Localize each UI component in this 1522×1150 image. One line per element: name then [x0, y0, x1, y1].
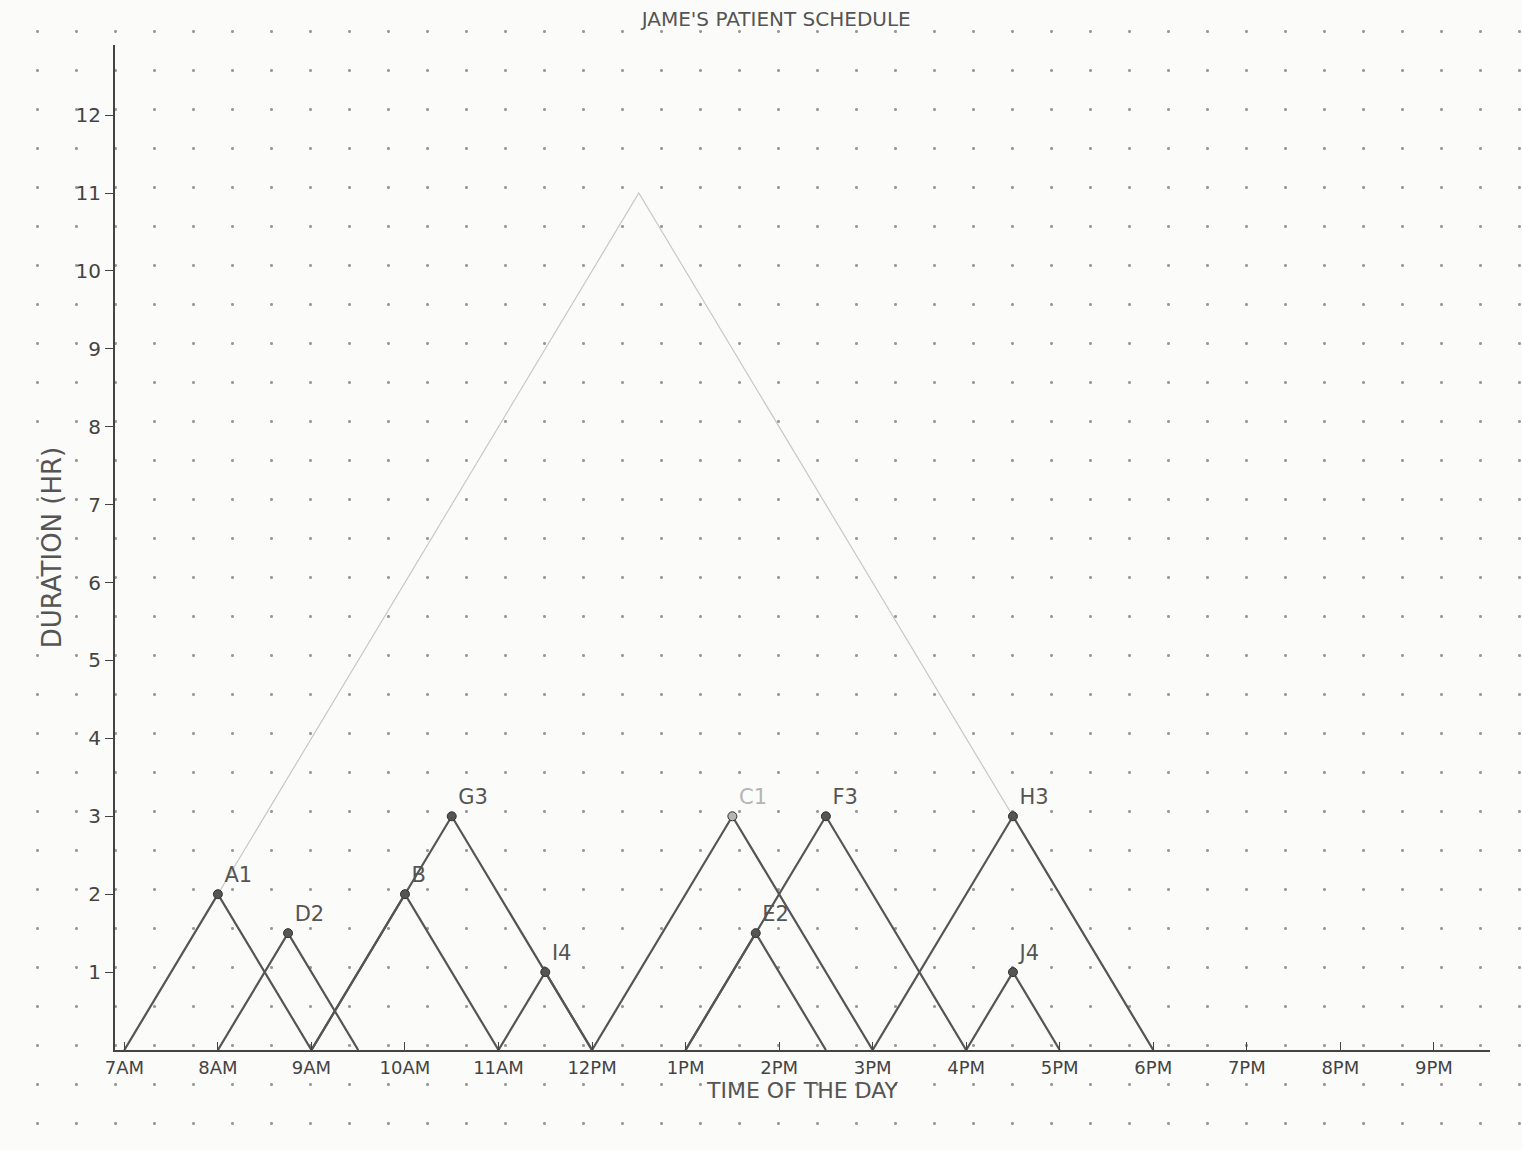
- svg-text:6PM: 6PM: [1134, 1057, 1172, 1078]
- svg-text:1: 1: [88, 960, 101, 984]
- svg-text:9: 9: [88, 337, 101, 361]
- svg-text:9AM: 9AM: [292, 1057, 331, 1078]
- svg-text:9PM: 9PM: [1415, 1057, 1453, 1078]
- svg-text:C1: C1: [739, 785, 767, 809]
- svg-text:12: 12: [76, 103, 101, 127]
- svg-text:D2: D2: [295, 902, 325, 926]
- svg-text:TIME OF THE DAY: TIME OF THE DAY: [706, 1078, 899, 1103]
- svg-text:1PM: 1PM: [667, 1057, 705, 1078]
- svg-text:7: 7: [88, 493, 101, 517]
- svg-text:8: 8: [88, 415, 101, 439]
- svg-text:2PM: 2PM: [760, 1057, 798, 1078]
- svg-text:12PM: 12PM: [567, 1057, 616, 1078]
- svg-text:I4: I4: [552, 941, 572, 965]
- svg-text:5: 5: [88, 648, 101, 672]
- svg-text:E2: E2: [762, 902, 789, 926]
- svg-text:H3: H3: [1020, 785, 1049, 809]
- svg-text:6: 6: [88, 571, 101, 595]
- svg-text:3: 3: [88, 804, 101, 828]
- svg-text:2: 2: [88, 882, 101, 906]
- svg-text:8PM: 8PM: [1321, 1057, 1359, 1078]
- svg-text:3PM: 3PM: [854, 1057, 892, 1078]
- svg-text:10: 10: [76, 259, 101, 283]
- svg-text:A1: A1: [225, 863, 253, 887]
- svg-text:8AM: 8AM: [198, 1057, 237, 1078]
- svg-text:J4: J4: [1018, 941, 1040, 965]
- svg-text:G3: G3: [458, 785, 488, 809]
- svg-text:11AM: 11AM: [473, 1057, 524, 1078]
- svg-text:DURATION (HR): DURATION (HR): [37, 447, 67, 648]
- svg-text:4PM: 4PM: [947, 1057, 985, 1078]
- svg-text:F3: F3: [833, 785, 858, 809]
- svg-text:11: 11: [76, 181, 101, 205]
- svg-text:B: B: [412, 863, 426, 887]
- svg-text:JAME'S PATIENT SCHEDULE: JAME'S PATIENT SCHEDULE: [640, 7, 911, 31]
- svg-text:7PM: 7PM: [1228, 1057, 1266, 1078]
- svg-text:10AM: 10AM: [380, 1057, 431, 1078]
- svg-text:7AM: 7AM: [105, 1057, 144, 1078]
- svg-text:5PM: 5PM: [1041, 1057, 1079, 1078]
- svg-text:4: 4: [88, 726, 101, 750]
